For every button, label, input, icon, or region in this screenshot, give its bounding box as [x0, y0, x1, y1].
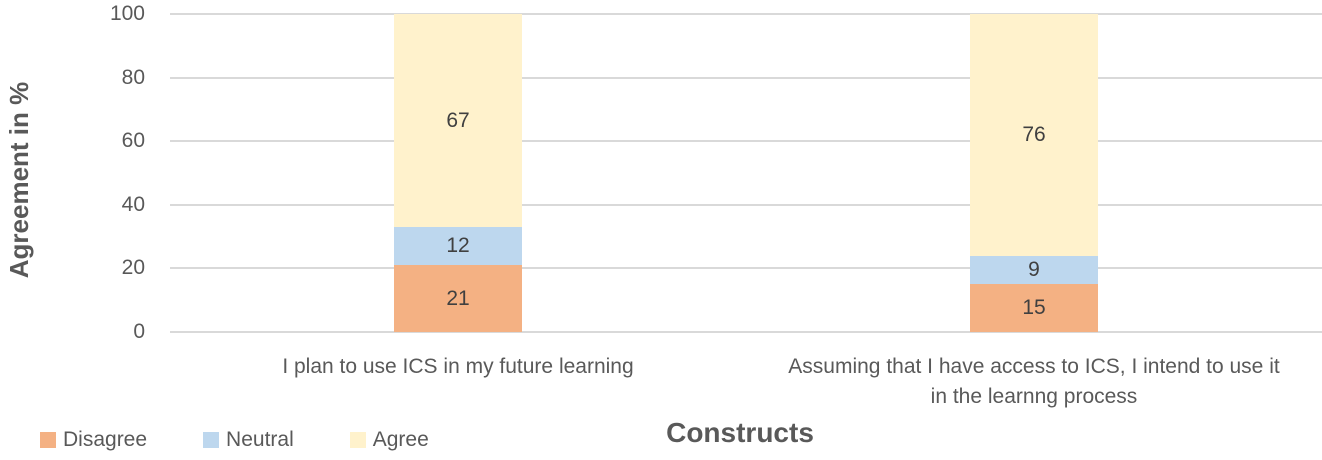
data-label: 12 — [446, 234, 470, 257]
category-label-2: Assuming that I have access to ICS, I in… — [734, 352, 1322, 412]
data-label: 76 — [1022, 123, 1046, 146]
gridline-40 — [170, 204, 1322, 206]
gridline-60 — [170, 140, 1322, 142]
data-label: 67 — [446, 108, 470, 132]
category-label-2-line-1: Assuming that I have access to ICS, I in… — [788, 355, 1280, 378]
data-label: 9 — [1028, 258, 1040, 281]
legend-swatch-disagree — [40, 432, 56, 448]
y-tick-40: 40 — [121, 193, 145, 216]
legend-swatch-neutral — [203, 432, 220, 448]
bar-segment-disagree: 15 — [970, 284, 1098, 332]
legend-item-disagree: Disagree — [40, 428, 147, 452]
y-tick-80: 80 — [121, 66, 145, 89]
bar-segment-disagree: 21 — [394, 265, 522, 332]
legend: Disagree Neutral Agree — [40, 428, 485, 452]
y-axis-title: Agreement in % — [4, 81, 34, 279]
x-axis-title: Constructs — [666, 417, 814, 448]
y-tick-100: 100 — [109, 2, 145, 25]
bar-intend-to-use: 76 9 15 — [970, 14, 1098, 332]
data-label: 15 — [1022, 296, 1046, 319]
y-tick-0: 0 — [133, 320, 145, 343]
bar-plan-to-use: 67 12 21 — [394, 14, 522, 332]
bar-segment-agree: 67 — [394, 14, 522, 227]
gridline-20 — [170, 267, 1322, 269]
legend-label: Neutral — [226, 428, 294, 451]
legend-label: Disagree — [63, 428, 148, 451]
category-label-2-line-2: in the learnng process — [930, 385, 1138, 408]
bar-segment-neutral: 12 — [394, 227, 522, 265]
category-label-1: I plan to use ICS in my future learning — [282, 355, 634, 378]
bar-segment-neutral: 9 — [970, 256, 1098, 284]
legend-item-neutral: Neutral — [203, 428, 294, 452]
y-tick-60: 60 — [121, 129, 145, 152]
legend-label: Agree — [372, 428, 429, 451]
legend-item-agree: Agree — [349, 428, 429, 452]
data-label: 21 — [446, 286, 470, 310]
gridline-0 — [170, 331, 1322, 333]
bar-segment-agree: 76 — [970, 14, 1098, 256]
y-tick-20: 20 — [121, 256, 145, 279]
gridline-80 — [170, 77, 1322, 79]
legend-swatch-agree — [349, 432, 366, 448]
gridline-100 — [170, 13, 1322, 15]
